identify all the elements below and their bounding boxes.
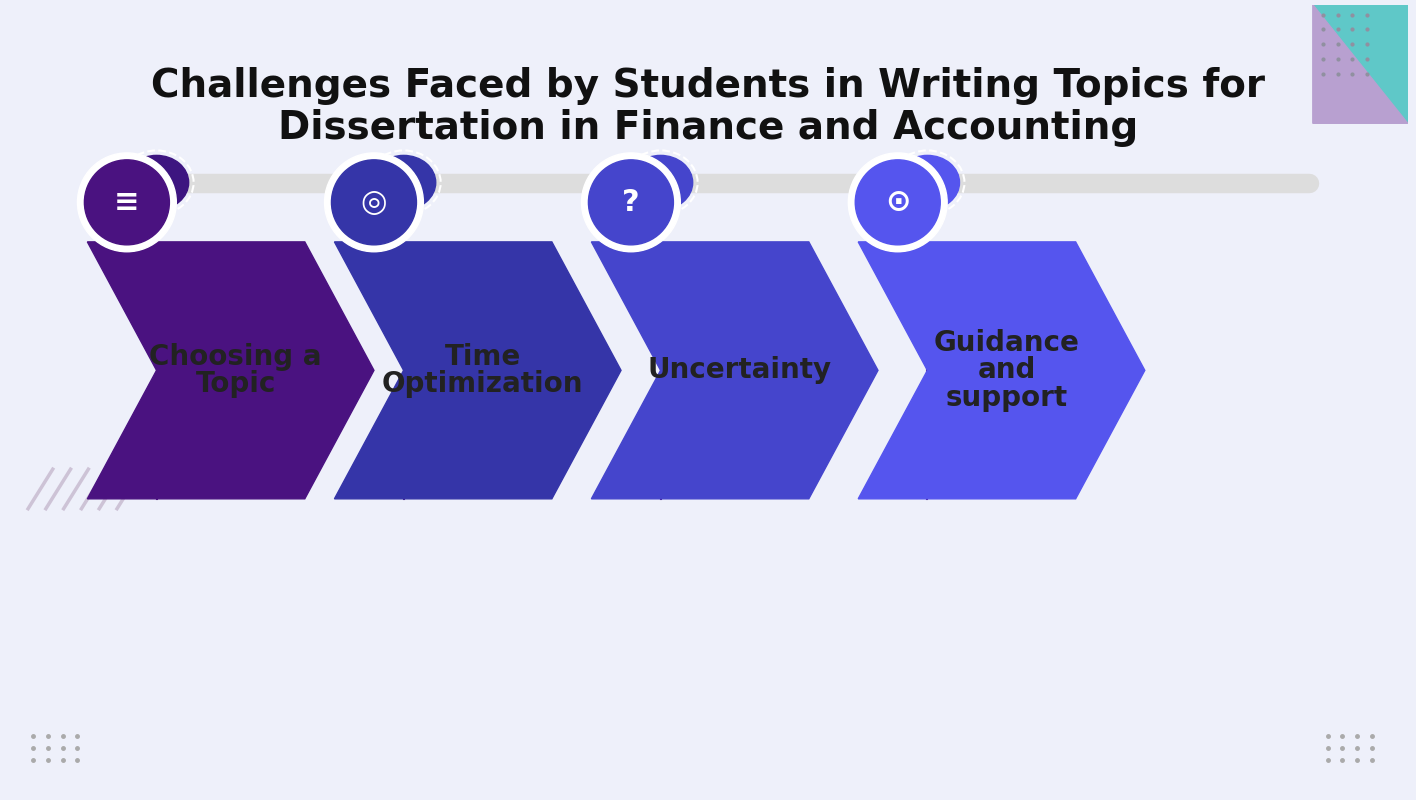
Text: Choosing a: Choosing a (149, 342, 321, 370)
Ellipse shape (371, 155, 436, 210)
Polygon shape (1313, 5, 1408, 123)
Text: ?: ? (622, 188, 640, 217)
Circle shape (589, 160, 674, 245)
Text: and: and (977, 356, 1035, 384)
Circle shape (582, 153, 680, 252)
Text: 4: 4 (918, 169, 937, 197)
Text: Topic: Topic (195, 370, 276, 398)
Polygon shape (1313, 5, 1408, 123)
Text: Dissertation in Finance and Accounting: Dissertation in Finance and Accounting (278, 110, 1138, 147)
Text: ⊙: ⊙ (885, 188, 910, 217)
Circle shape (85, 160, 170, 245)
Polygon shape (334, 242, 622, 499)
Polygon shape (88, 242, 374, 499)
Text: ≡: ≡ (115, 188, 140, 217)
Ellipse shape (629, 155, 692, 210)
Text: 1: 1 (147, 169, 166, 197)
Circle shape (331, 160, 416, 245)
Polygon shape (592, 242, 878, 499)
Text: Challenges Faced by Students in Writing Topics for: Challenges Faced by Students in Writing … (152, 66, 1264, 105)
Circle shape (324, 153, 423, 252)
Text: 2: 2 (394, 169, 413, 197)
Text: Uncertainty: Uncertainty (647, 356, 831, 384)
Text: ◎: ◎ (361, 188, 387, 217)
Polygon shape (858, 242, 1144, 499)
Ellipse shape (125, 155, 188, 210)
Text: Time: Time (445, 342, 521, 370)
Text: 3: 3 (651, 169, 670, 197)
Text: Optimization: Optimization (382, 370, 583, 398)
Circle shape (848, 153, 947, 252)
Circle shape (855, 160, 940, 245)
Text: support: support (946, 384, 1068, 412)
Ellipse shape (895, 155, 960, 210)
Text: Guidance: Guidance (933, 329, 1079, 357)
Circle shape (78, 153, 177, 252)
